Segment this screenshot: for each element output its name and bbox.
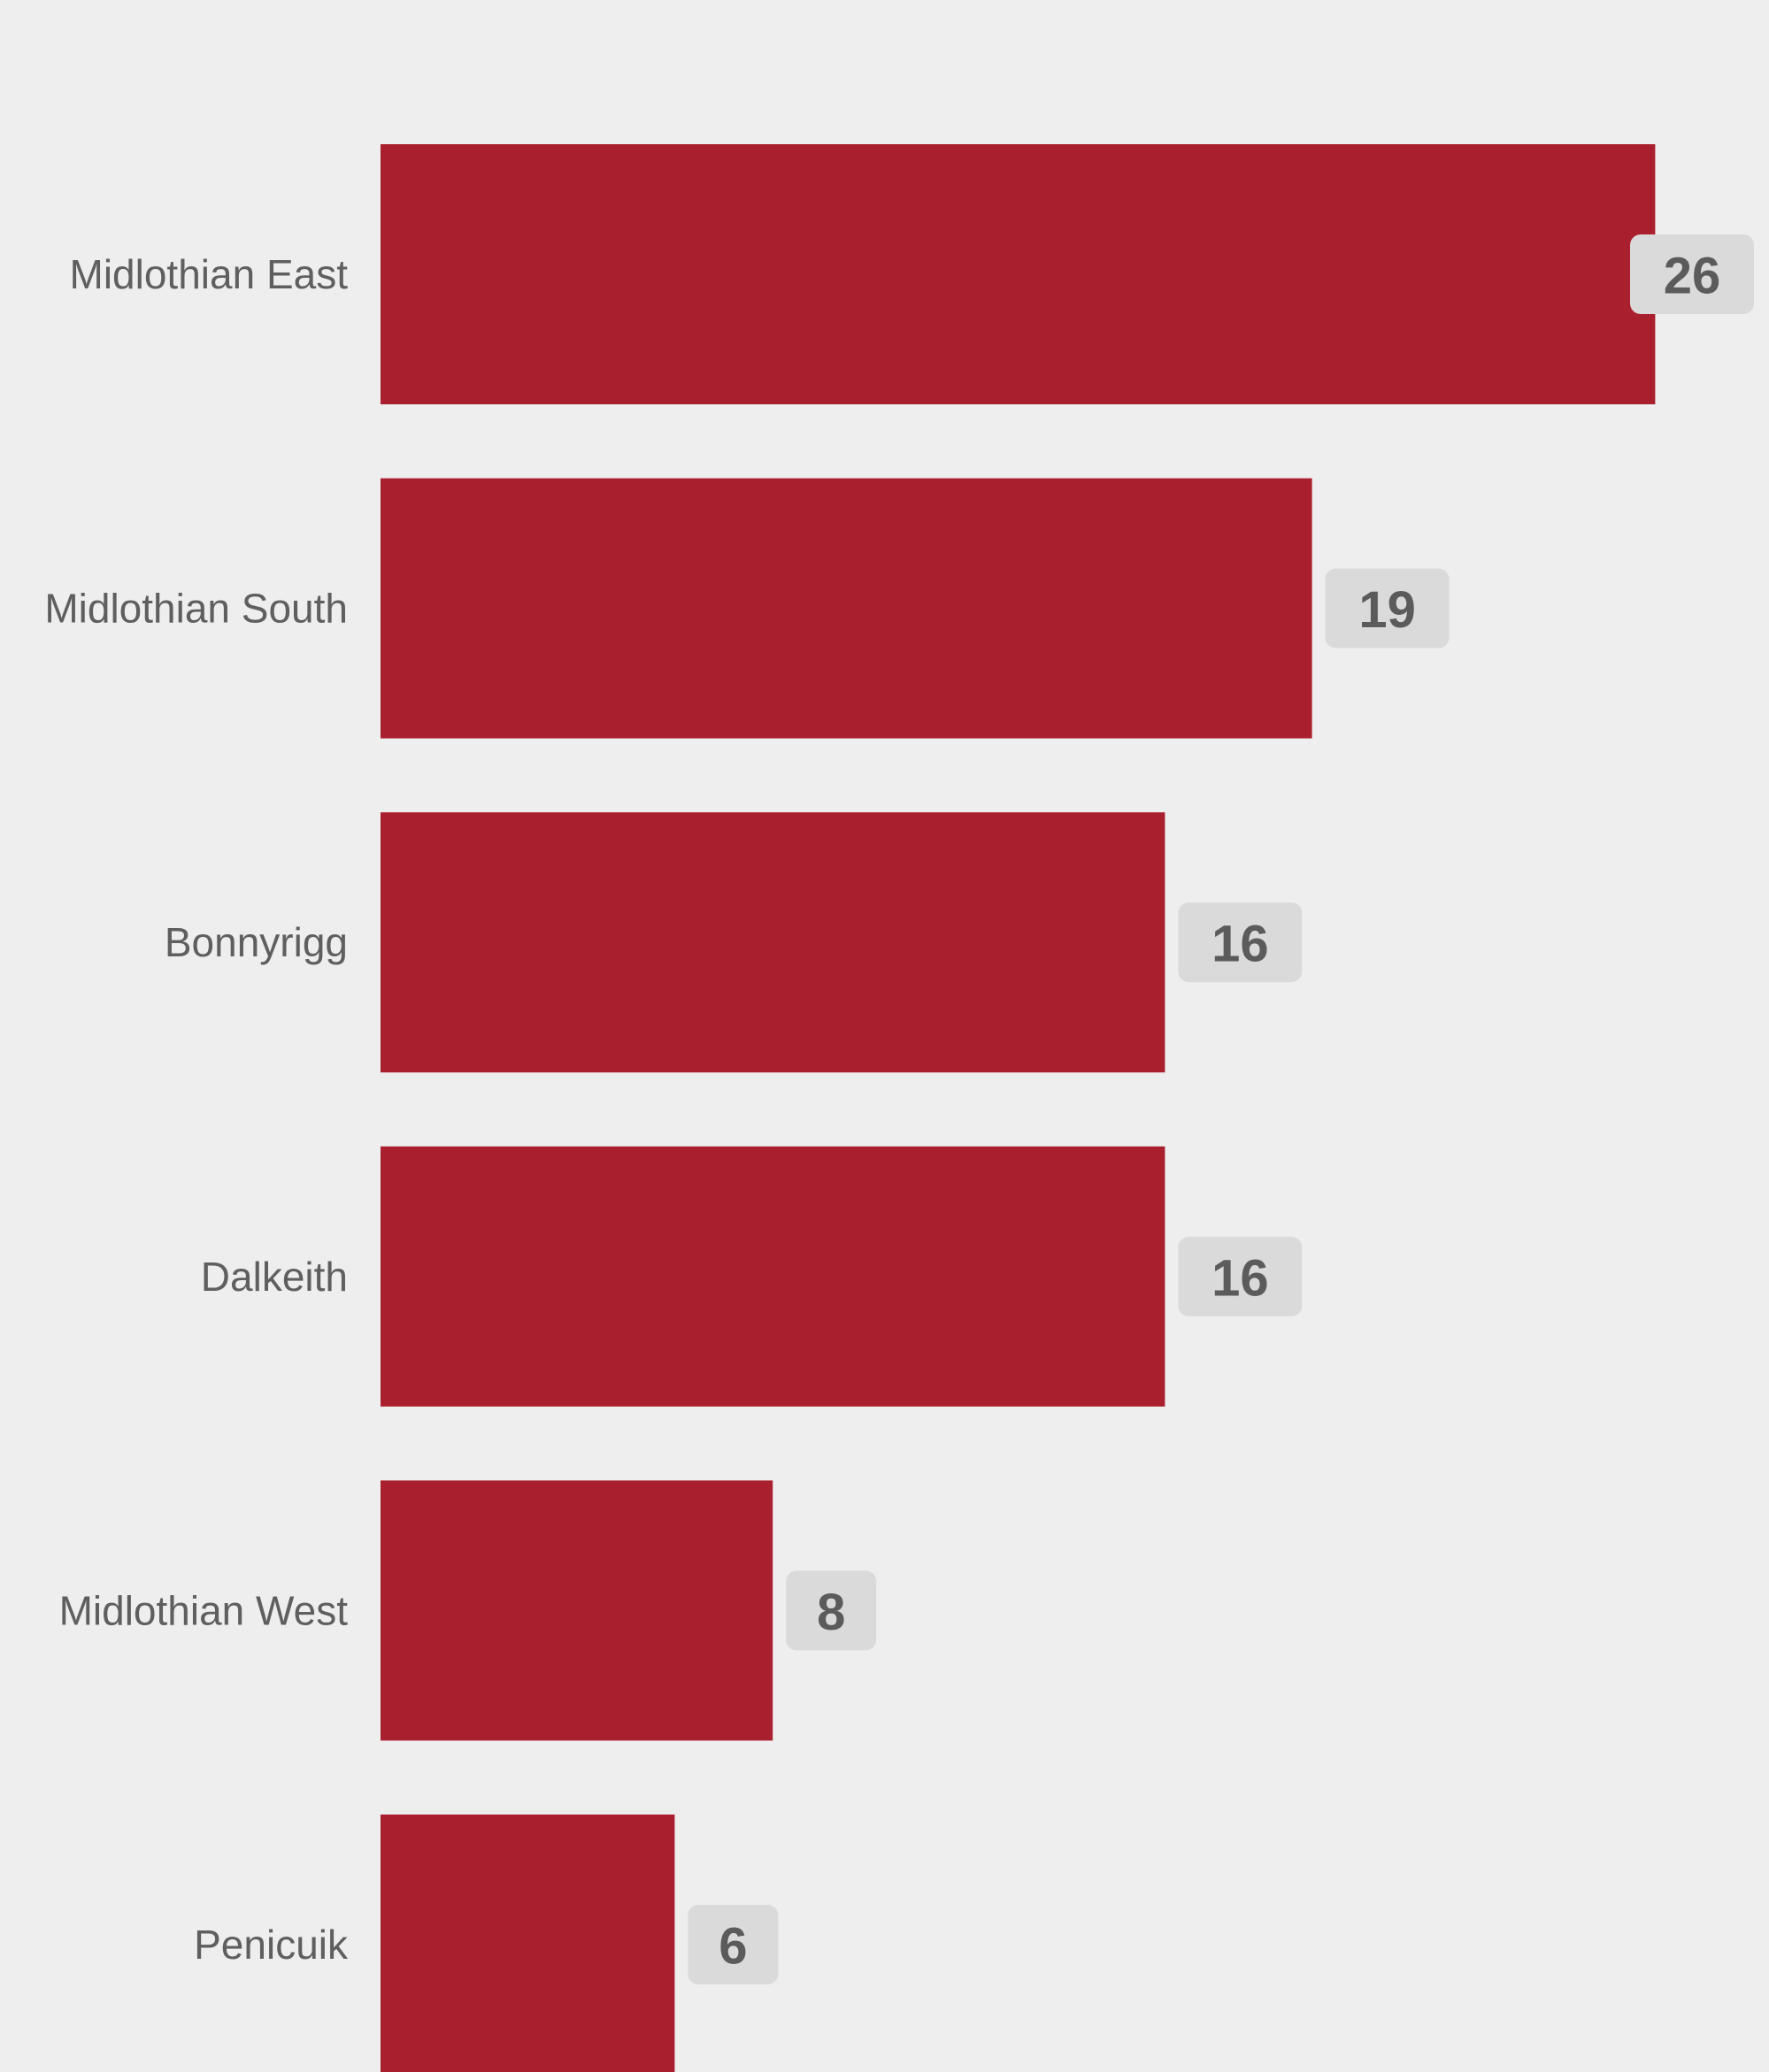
bar-midlothian-south xyxy=(381,478,1312,739)
value-label: 8 xyxy=(817,1584,845,1641)
bar-penicuik xyxy=(381,1815,675,2072)
value-label: 16 xyxy=(1211,916,1269,973)
value-badge xyxy=(1178,1236,1303,1316)
value-label: 19 xyxy=(1358,581,1416,639)
bar-dalkeith xyxy=(381,1146,1165,1407)
bars-group xyxy=(381,144,1656,2072)
value-label: 26 xyxy=(1664,248,1721,305)
category-label: Midlothian South xyxy=(44,586,348,632)
value-label: 16 xyxy=(1211,1249,1269,1307)
category-label: Midlothian East xyxy=(70,251,349,297)
category-label: Bonnyrigg xyxy=(165,919,348,965)
value-badge xyxy=(1630,234,1754,314)
value-badge xyxy=(688,1905,779,1984)
bar-bonnyrigg xyxy=(381,812,1165,1073)
value-badge xyxy=(1178,902,1303,983)
value-labels: 26 19 16 16 8 6 xyxy=(688,234,1754,1984)
category-label: Dalkeith xyxy=(201,1254,348,1300)
category-labels: Midlothian East Midlothian South Bonnyrigg… xyxy=(44,251,349,1968)
bar-midlothian-west xyxy=(381,1480,773,1741)
category-label: Penicuik xyxy=(194,1922,349,1968)
bar-midlothian-east xyxy=(381,144,1656,404)
value-badge xyxy=(1325,568,1450,648)
value-badge xyxy=(786,1570,877,1651)
category-label: Midlothian West xyxy=(59,1587,349,1633)
value-label: 6 xyxy=(719,1918,747,1976)
